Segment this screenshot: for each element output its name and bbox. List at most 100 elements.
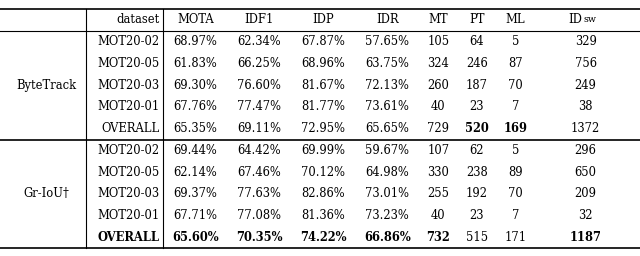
Text: 64.98%: 64.98% <box>365 166 409 179</box>
Text: 77.47%: 77.47% <box>237 100 281 113</box>
Text: 38: 38 <box>579 100 593 113</box>
Text: 69.44%: 69.44% <box>173 144 217 157</box>
Text: OVERALL: OVERALL <box>97 231 159 244</box>
Text: IDP: IDP <box>312 13 334 26</box>
Text: 23: 23 <box>470 209 484 222</box>
Text: 70: 70 <box>508 79 523 92</box>
Text: 330: 330 <box>428 166 449 179</box>
Text: 69.11%: 69.11% <box>237 122 281 135</box>
Text: 62.34%: 62.34% <box>237 35 281 48</box>
Text: 40: 40 <box>431 209 445 222</box>
Text: 69.30%: 69.30% <box>173 79 217 92</box>
Text: MOT20-05: MOT20-05 <box>97 166 159 179</box>
Text: 69.37%: 69.37% <box>173 187 217 200</box>
Text: 62: 62 <box>470 144 484 157</box>
Text: 59.67%: 59.67% <box>365 144 409 157</box>
Text: 73.23%: 73.23% <box>365 209 409 222</box>
Text: 187: 187 <box>466 79 488 92</box>
Text: 61.83%: 61.83% <box>173 57 217 70</box>
Text: 23: 23 <box>470 100 484 113</box>
Text: 65.35%: 65.35% <box>173 122 217 135</box>
Text: dataset: dataset <box>116 13 159 26</box>
Text: sw: sw <box>584 15 596 24</box>
Text: 66.25%: 66.25% <box>237 57 281 70</box>
Text: 515: 515 <box>466 231 488 244</box>
Text: 62.14%: 62.14% <box>173 166 217 179</box>
Text: MOT20-03: MOT20-03 <box>97 187 159 200</box>
Text: ByteTrack: ByteTrack <box>17 79 76 92</box>
Text: ID: ID <box>568 13 582 26</box>
Text: 82.86%: 82.86% <box>301 187 345 200</box>
Text: MOT20-01: MOT20-01 <box>97 209 159 222</box>
Text: 70.12%: 70.12% <box>301 166 345 179</box>
Text: 238: 238 <box>466 166 488 179</box>
Text: 70.35%: 70.35% <box>236 231 282 244</box>
Text: 756: 756 <box>575 57 596 70</box>
Text: 65.65%: 65.65% <box>365 122 409 135</box>
Text: 72.13%: 72.13% <box>365 79 409 92</box>
Text: 77.63%: 77.63% <box>237 187 281 200</box>
Text: 64.42%: 64.42% <box>237 144 281 157</box>
Text: 296: 296 <box>575 144 596 157</box>
Text: 209: 209 <box>575 187 596 200</box>
Text: Gr-IoU†: Gr-IoU† <box>24 187 69 200</box>
Text: 69.99%: 69.99% <box>301 144 345 157</box>
Text: 520: 520 <box>465 122 489 135</box>
Text: 67.76%: 67.76% <box>173 100 217 113</box>
Text: 68.96%: 68.96% <box>301 57 345 70</box>
Text: 169: 169 <box>503 122 527 135</box>
Text: 5: 5 <box>511 144 519 157</box>
Text: 650: 650 <box>575 166 596 179</box>
Text: 65.60%: 65.60% <box>172 231 218 244</box>
Text: 73.61%: 73.61% <box>365 100 409 113</box>
Text: 249: 249 <box>575 79 596 92</box>
Text: 81.36%: 81.36% <box>301 209 345 222</box>
Text: 64: 64 <box>470 35 484 48</box>
Text: PT: PT <box>469 13 484 26</box>
Text: 260: 260 <box>428 79 449 92</box>
Text: 81.67%: 81.67% <box>301 79 345 92</box>
Text: 255: 255 <box>428 187 449 200</box>
Text: 7: 7 <box>511 209 519 222</box>
Text: 68.97%: 68.97% <box>173 35 217 48</box>
Text: MOTA: MOTA <box>177 13 214 26</box>
Text: 40: 40 <box>431 100 445 113</box>
Text: 57.65%: 57.65% <box>365 35 409 48</box>
Text: 729: 729 <box>428 122 449 135</box>
Text: 76.60%: 76.60% <box>237 79 281 92</box>
Text: MOT20-01: MOT20-01 <box>97 100 159 113</box>
Text: 1187: 1187 <box>570 231 602 244</box>
Text: 7: 7 <box>511 100 519 113</box>
Text: 72.95%: 72.95% <box>301 122 345 135</box>
Text: MOT20-02: MOT20-02 <box>97 144 159 157</box>
Text: 107: 107 <box>428 144 449 157</box>
Text: 5: 5 <box>511 35 519 48</box>
Text: 1372: 1372 <box>571 122 600 135</box>
Text: 81.77%: 81.77% <box>301 100 345 113</box>
Text: 77.08%: 77.08% <box>237 209 281 222</box>
Text: 105: 105 <box>428 35 449 48</box>
Text: 67.71%: 67.71% <box>173 209 217 222</box>
Text: IDF1: IDF1 <box>244 13 274 26</box>
Text: 66.86%: 66.86% <box>364 231 411 244</box>
Text: 67.87%: 67.87% <box>301 35 345 48</box>
Text: 732: 732 <box>426 231 451 244</box>
Text: OVERALL: OVERALL <box>101 122 159 135</box>
Text: 87: 87 <box>508 57 522 70</box>
Text: 89: 89 <box>508 166 522 179</box>
Text: 67.46%: 67.46% <box>237 166 281 179</box>
Text: 246: 246 <box>466 57 488 70</box>
Text: 63.75%: 63.75% <box>365 57 409 70</box>
Text: 192: 192 <box>466 187 488 200</box>
Text: MT: MT <box>429 13 448 26</box>
Text: MOT20-03: MOT20-03 <box>97 79 159 92</box>
Text: 171: 171 <box>504 231 526 244</box>
Text: 32: 32 <box>579 209 593 222</box>
Text: 73.01%: 73.01% <box>365 187 409 200</box>
Text: 74.22%: 74.22% <box>300 231 346 244</box>
Text: 70: 70 <box>508 187 523 200</box>
Text: ML: ML <box>506 13 525 26</box>
Text: IDR: IDR <box>376 13 399 26</box>
Text: 324: 324 <box>428 57 449 70</box>
Text: 329: 329 <box>575 35 596 48</box>
